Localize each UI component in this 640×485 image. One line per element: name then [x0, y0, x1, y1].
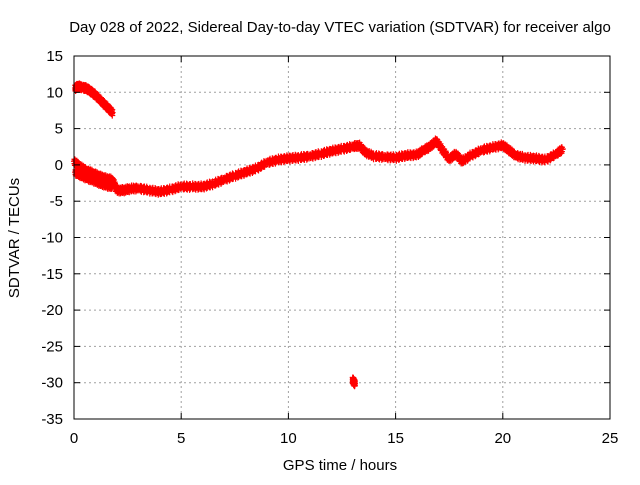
- data-point: [109, 109, 116, 116]
- data-point: [351, 380, 358, 387]
- y-tick-label: 5: [55, 121, 63, 138]
- x-tick-label: 5: [177, 430, 185, 447]
- data-point: [143, 183, 150, 190]
- y-tick-label: -20: [41, 302, 63, 319]
- series-upper-arc: [72, 80, 116, 119]
- x-tick-label: 20: [494, 430, 511, 447]
- series-main-track: [71, 135, 566, 198]
- data-point: [559, 145, 566, 152]
- x-tick-label: 25: [602, 430, 619, 447]
- data-series: [71, 80, 566, 390]
- x-tick-label: 0: [70, 430, 78, 447]
- series-outlier: [349, 374, 358, 390]
- y-tick-label: -30: [41, 375, 63, 392]
- data-point: [109, 183, 116, 190]
- y-tick-label: 15: [46, 48, 63, 65]
- x-tick-label: 10: [280, 430, 297, 447]
- data-point: [390, 151, 397, 158]
- y-tick-label: -35: [41, 411, 63, 428]
- axis-ticks: 0 5 10 15 20 25 15 10 5 0 -5 -10 -15 -20 -25 -30 -35: [41, 48, 618, 447]
- data-point: [186, 186, 193, 193]
- grid: [74, 56, 610, 419]
- chart-title: Day 028 of 2022, Sidereal Day-to-day VTE…: [69, 19, 611, 36]
- y-tick-label: 0: [55, 157, 63, 174]
- y-tick-label: -25: [41, 338, 63, 355]
- y-tick-label: -10: [41, 230, 63, 247]
- y-tick-label: 10: [46, 84, 63, 101]
- x-axis-label: GPS time / hours: [283, 457, 397, 474]
- series-lower-branch: [72, 166, 116, 193]
- y-axis-label: SDTVAR / TECUs: [6, 178, 23, 298]
- y-tick-label: -15: [41, 266, 63, 283]
- x-tick-label: 15: [387, 430, 404, 447]
- y-tick-label: -5: [50, 193, 63, 210]
